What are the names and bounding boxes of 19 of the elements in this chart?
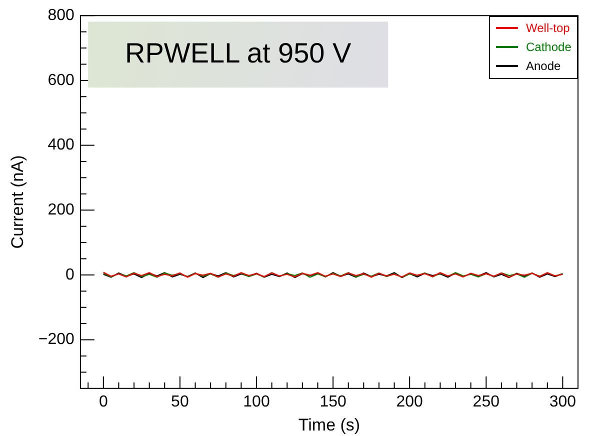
x-tick-label: 250	[472, 393, 500, 410]
legend-label: Cathode	[526, 40, 572, 54]
x-tick-label: 200	[396, 393, 424, 410]
legend-label: Well-top	[526, 21, 570, 36]
y-tick-label: 200	[48, 202, 75, 219]
y-tick-label: 600	[48, 72, 75, 89]
x-tick-label: 300	[549, 393, 576, 410]
text: RPWELL at 950 V	[125, 37, 352, 68]
x-tick-label: 150	[320, 393, 346, 410]
y-tick-label: 0	[66, 266, 75, 284]
y-axis-title: Current (nA)	[8, 155, 27, 249]
x-tick-label: 50	[171, 393, 189, 410]
y-tick-label: −200	[38, 331, 75, 348]
x-axis-title: Time (s)	[298, 415, 360, 434]
legend-label: Anode	[526, 59, 561, 74]
x-tick-label: 100	[243, 393, 270, 410]
y-tick-label: 800	[48, 7, 75, 24]
y-tick-label: 400	[48, 136, 75, 154]
x-tick-label: 0	[98, 393, 108, 410]
